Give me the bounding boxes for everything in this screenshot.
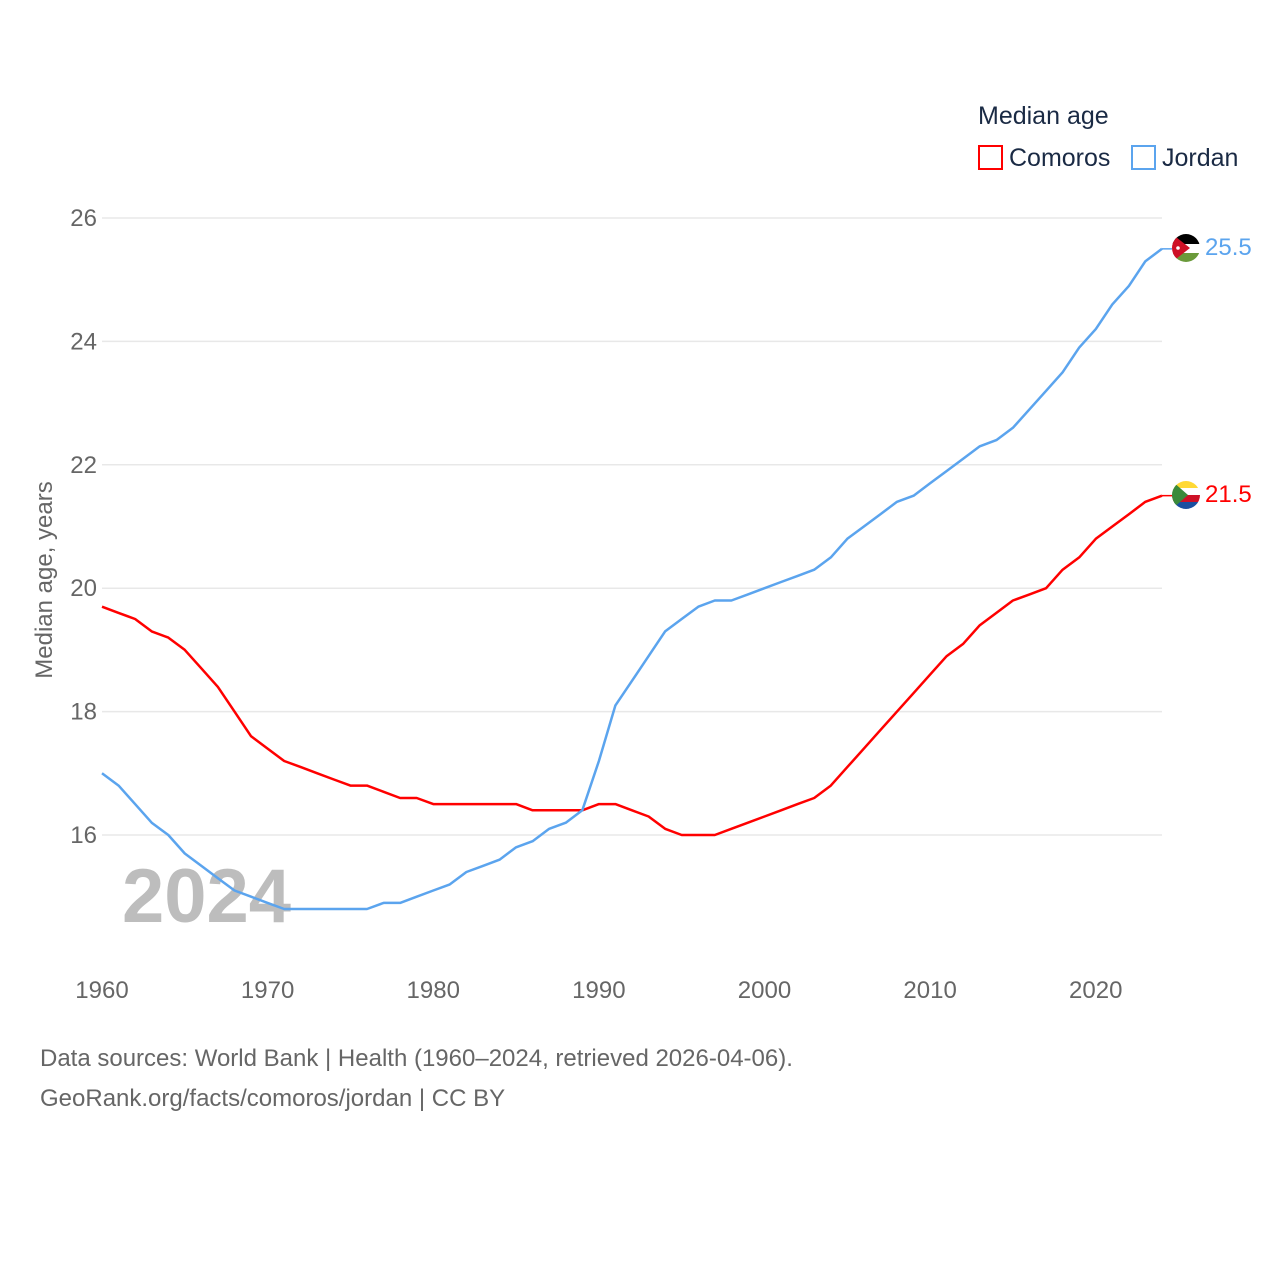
legend-item-jordan[interactable]: Jordan <box>1131 144 1238 172</box>
legend-title: Median age <box>978 102 1109 130</box>
jordan-flag-icon <box>1172 234 1200 262</box>
x-tick-label: 1970 <box>241 977 294 1004</box>
x-tick-label: 1990 <box>572 977 625 1004</box>
x-tick-label: 2010 <box>903 977 956 1004</box>
x-tick-label: 2000 <box>738 977 791 1004</box>
legend-swatch-comoros <box>978 145 1003 170</box>
legend-item-comoros[interactable]: Comoros <box>978 144 1110 172</box>
year-watermark: 2024 <box>122 854 291 939</box>
y-tick-label: 20 <box>70 575 97 602</box>
legend-swatch-jordan <box>1131 145 1156 170</box>
y-tick-label: 26 <box>70 205 97 232</box>
legend-label-jordan: Jordan <box>1162 144 1238 172</box>
comoros-flag-icon <box>1172 481 1200 509</box>
legend-label-comoros: Comoros <box>1009 144 1110 172</box>
series-line-comoros <box>101 494 1163 837</box>
x-tick-label: 1980 <box>407 977 460 1004</box>
y-tick-label: 16 <box>70 822 97 849</box>
line-chart: 2024 1960 1970 1980 1990 2000 2010 2020 161820… <box>31 102 1252 1004</box>
end-label-jordan: 25.5 <box>1205 234 1252 261</box>
x-tick-label: 2020 <box>1069 977 1122 1004</box>
y-tick-label: 18 <box>70 699 97 726</box>
data-sources-note: Data sources: World Bank | Health (1960–… <box>40 1045 793 1072</box>
series-line-jordan <box>101 247 1163 911</box>
y-tick-label: 24 <box>70 328 97 355</box>
y-tick-label: 22 <box>70 452 97 479</box>
credit-link[interactable]: GeoRank.org/facts/comoros/jordan | CC BY <box>40 1085 506 1112</box>
y-axis-label: Median age, years <box>31 481 58 678</box>
x-tick-label: 1960 <box>75 977 128 1004</box>
end-label-comoros: 21.5 <box>1205 481 1252 508</box>
